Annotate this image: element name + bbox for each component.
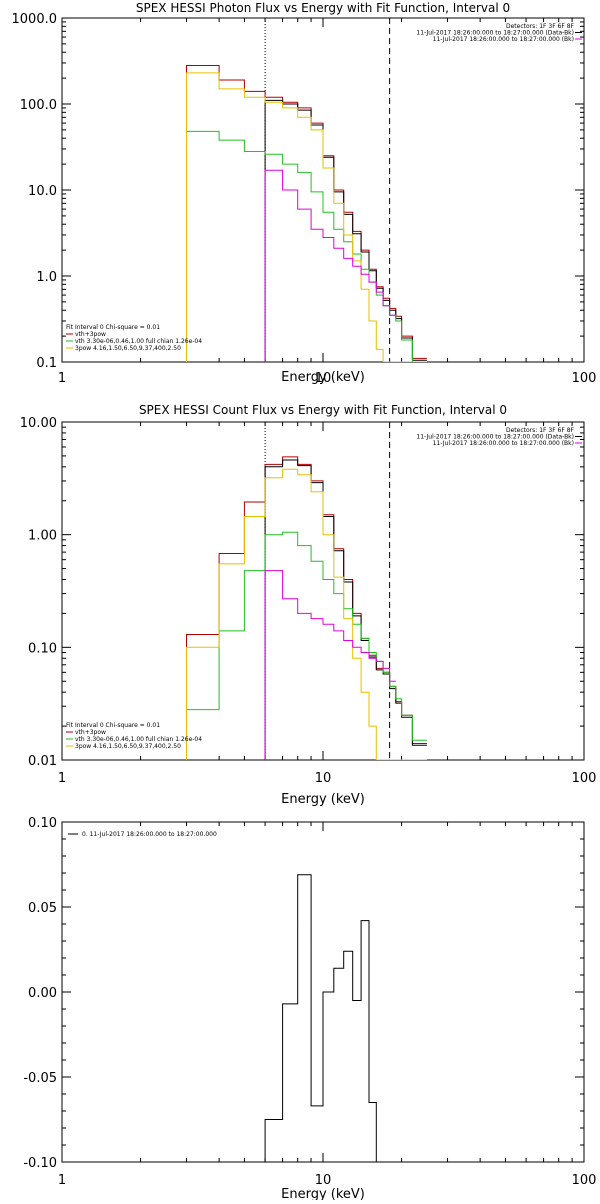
y-tick-label: -0.05: [23, 1071, 57, 1086]
y-tick-label: 1.00: [28, 529, 57, 544]
x-tick-label: 1: [58, 371, 66, 386]
x-tick-label: 1: [58, 771, 66, 786]
legend-title: Fit Interval 0 Chi-square = 0.01: [66, 722, 160, 729]
y-tick-label: 100.0: [20, 98, 57, 113]
series-powerlaw: [186, 72, 427, 362]
header-line: Detectors: 1F 3F 6F 8F: [506, 427, 575, 434]
panel-1: SPEX HESSI Photon Flux vs Energy with Fi…: [12, 1, 597, 386]
series-group: [186, 456, 427, 760]
legend-entry: 3pow 4.16,1.50,6.50,9.37,400,2.50: [75, 743, 181, 750]
header-line: 11-Jul-2017 18:26:00.000 to 18:27:00.000…: [433, 36, 574, 43]
y-tick-label: 10.00: [20, 416, 57, 431]
plot-frame: [61, 421, 585, 761]
series-data: [264, 99, 427, 362]
header-line: 11-Jul-2017 18:26:00.000 to 18:27:00.000…: [433, 440, 574, 447]
series-background: [264, 169, 396, 362]
y-tick-label: 1000.0: [12, 12, 58, 27]
series-powerlaw: [186, 468, 427, 760]
legend-entry: 0. 11-Jul-2017 18:26:00.000 to 18:27:00.…: [82, 831, 217, 838]
y-tick-label: -0.10: [23, 1156, 57, 1171]
y-tick-label: 0.01: [28, 754, 57, 769]
x-tick-label: 10: [315, 1173, 332, 1188]
legend-title: Fit Interval 0 Chi-square = 0.01: [66, 324, 160, 331]
y-tick-label: 0.00: [28, 986, 57, 1001]
legend-entry: vth+3pow: [75, 729, 106, 736]
x-axis-label: Energy (keV): [281, 792, 365, 807]
y-tick-label: 0.10: [28, 816, 57, 831]
x-tick-label: 10: [315, 771, 332, 786]
series-thermal: [186, 130, 427, 362]
header-line: 11-Jul-2017 18:26:00.000 to 18:27:00.000…: [416, 30, 574, 37]
y-tick-label: 10.0: [28, 184, 57, 199]
legend-entry: vth+3pow: [75, 331, 106, 338]
x-tick-label: 100: [572, 771, 597, 786]
y-tick-label: 1.0: [36, 270, 57, 285]
series-data: [264, 874, 390, 1162]
x-tick-label: 100: [572, 371, 597, 386]
header-line: Detectors: 1F 3F 6F 8F: [506, 23, 575, 30]
series-background: [264, 570, 396, 760]
header-line: 11-Jul-2017 18:26:00.000 to 18:27:00.000…: [416, 434, 574, 441]
chart-title: SPEX HESSI Photon Flux vs Energy with Fi…: [136, 1, 510, 15]
series-thermal: [186, 531, 427, 760]
x-tick-label: 1: [58, 1173, 66, 1188]
chart-title: SPEX HESSI Count Flux vs Energy with Fit…: [139, 403, 507, 417]
x-axis-label: Energy (keV): [281, 1187, 365, 1200]
legend-entry: vth 3.30e-06,0.46,1.00 full chian 1.26e-…: [75, 338, 202, 345]
plot-frame: [61, 17, 585, 363]
x-tick-label: 100: [572, 1173, 597, 1188]
y-tick-label: 0.10: [28, 641, 57, 656]
series-total: [186, 456, 427, 760]
legend-entry: vth 3.30e-06,0.46,1.00 full chian 1.26e-…: [75, 736, 202, 743]
x-axis-label: Energy (keV): [281, 370, 365, 385]
x-tick-label: 10: [315, 371, 332, 386]
legend-entry: 3pow 4.16,1.50,6.50,9.37,400,2.50: [75, 345, 181, 352]
y-tick-label: 0.1: [36, 356, 57, 371]
panel-3: Energy (keV) 1 10 100 -0.10 -0.05 0.00 0.05 0.10…: [23, 816, 597, 1202]
series-group: [186, 65, 427, 362]
y-tick-label: 0.05: [28, 901, 57, 916]
panel-2: SPEX HESSI Count Flux vs Energy with Fit…: [20, 403, 597, 807]
series-group: [264, 874, 390, 1162]
